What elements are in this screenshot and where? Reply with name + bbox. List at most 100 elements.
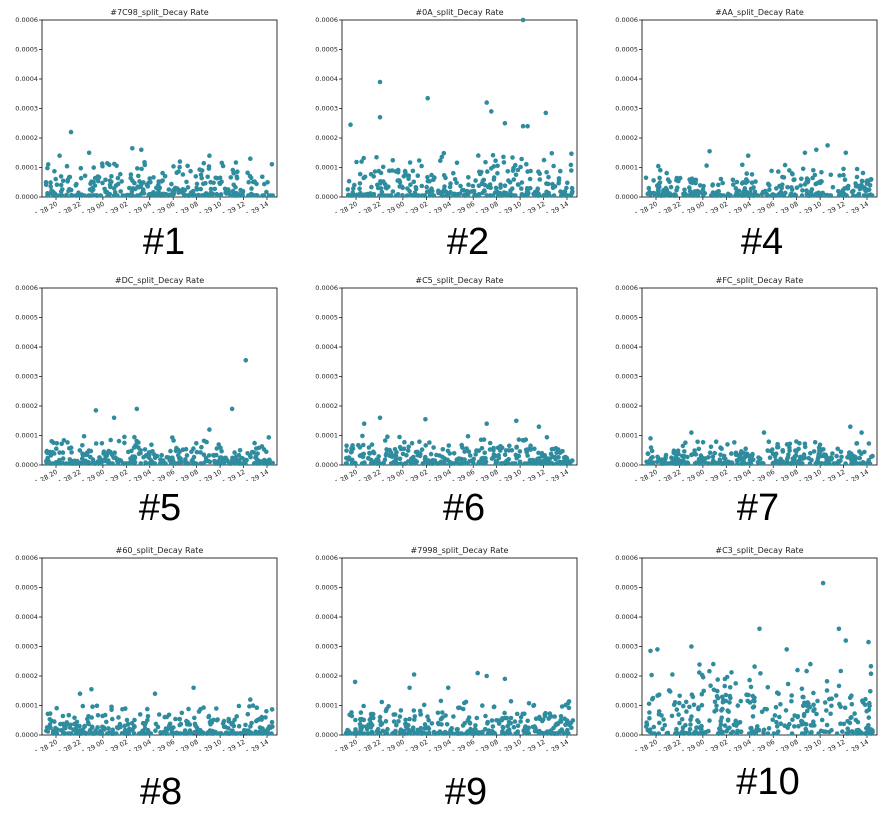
data-point [261,731,266,736]
data-point [137,712,143,717]
data-point [394,722,399,728]
data-point [707,668,712,674]
data-point [817,179,822,185]
data-point [83,461,89,466]
data-point [426,717,431,723]
data-point [179,190,185,195]
data-point [696,446,702,452]
data-point [838,721,843,726]
data-point [489,109,494,114]
data-point [690,694,696,700]
data-point [247,704,252,709]
data-point [768,448,774,454]
data-point [464,193,470,198]
data-point [142,447,148,452]
data-point [822,700,828,705]
data-point [376,454,381,459]
data-point [851,193,856,198]
data-point [466,175,471,180]
data-point [398,728,404,734]
data-point [177,722,182,728]
data-point [866,441,872,446]
data-point [780,460,786,466]
data-point [841,166,846,172]
data-point [498,444,503,449]
data-point [390,158,396,163]
data-point [399,184,404,189]
data-point [198,186,203,192]
data-point [54,705,59,711]
data-point [496,718,502,723]
data-point [492,731,498,736]
data-point [193,174,199,179]
data-point [194,181,200,187]
data-point [838,704,843,710]
data-point [232,193,237,198]
data-point [235,169,240,174]
data-point [693,452,699,457]
data-point [115,193,120,198]
data-point [409,461,414,466]
data-point [841,191,847,196]
data-point [77,691,83,696]
data-point [828,172,834,178]
data-point [677,700,682,706]
data-point [711,661,716,667]
data-point [448,727,454,733]
data-point [344,448,349,453]
data-point [83,452,89,458]
data-point [488,729,493,734]
data-point [243,358,249,363]
data-point [487,440,493,446]
data-point [722,683,727,689]
data-point [680,453,685,459]
y-tick-label: 0.0005 [315,584,338,592]
data-point [134,193,140,198]
data-point [425,95,430,101]
y-tick-label: 0.0004 [315,343,338,351]
data-point [854,731,860,736]
data-point [649,672,654,678]
data-point [785,681,791,687]
data-point [345,187,351,192]
data-point [97,455,102,461]
data-point [519,156,524,162]
data-point [349,713,355,719]
panel-caption: #10 [736,761,800,803]
data-point [747,457,753,462]
data-point [745,698,750,704]
data-point [804,729,809,734]
data-point [192,193,198,198]
data-point [553,456,558,462]
data-point [393,457,399,462]
data-point [495,171,500,176]
data-point [451,461,456,466]
data-point [55,193,61,198]
data-point [58,182,64,188]
data-point [799,722,805,727]
data-point [72,721,77,727]
data-point [407,716,412,722]
data-point [117,457,122,463]
data-point [439,722,444,727]
data-point [700,440,706,445]
data-point [417,451,423,456]
data-point [234,714,239,719]
data-point [357,186,362,191]
data-point [734,179,740,185]
data-point [830,184,836,190]
data-point [470,183,476,189]
data-point [417,439,422,444]
data-point [818,728,824,734]
scatter-panel: #7C98_split_Decay Rate 0.0000 0.0001 0.0002… [5,5,281,213]
data-point [770,717,775,722]
data-point [868,664,874,669]
data-point [491,164,497,169]
data-point [516,437,522,442]
y-tick-label: 0.0006 [615,554,638,562]
data-point [177,459,182,465]
data-point [656,712,662,717]
data-point [837,173,842,178]
data-point [501,160,507,165]
data-point [839,454,844,460]
